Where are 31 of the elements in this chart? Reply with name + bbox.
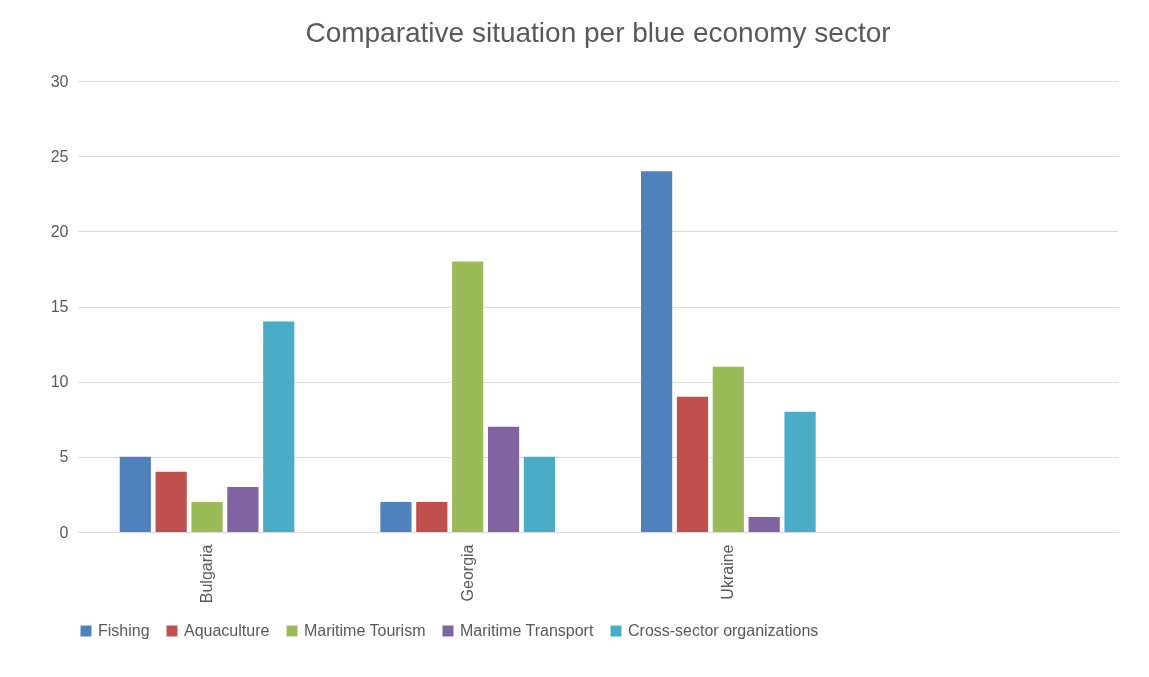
y-tick-label: 10 — [50, 373, 69, 391]
legend-label: Maritime Transport — [460, 622, 594, 639]
bar — [416, 501, 448, 532]
bar — [712, 366, 744, 532]
y-tick-label: 20 — [50, 222, 69, 240]
legend-label: Fishing — [98, 622, 150, 639]
bar — [452, 261, 484, 532]
bar — [227, 486, 259, 532]
y-tick-label: 25 — [50, 147, 69, 165]
y-tick-label: 15 — [50, 298, 69, 315]
legend-label: Maritime Tourism — [304, 622, 426, 639]
x-tick-label: Georgia — [458, 544, 476, 602]
y-tick-label: 0 — [59, 523, 69, 541]
bar — [380, 501, 412, 532]
y-tick-label: 30 — [50, 72, 69, 90]
bar — [784, 411, 816, 532]
chart-title: Comparative situation per blue economy sector — [305, 17, 891, 48]
legend-label: Aquaculture — [184, 622, 270, 639]
x-tick-label: Ukraine — [719, 544, 737, 600]
bar — [155, 471, 187, 532]
bar — [191, 501, 223, 532]
bar — [641, 171, 673, 532]
bar — [119, 456, 151, 532]
legend-label: Cross-sector organizations — [628, 622, 819, 639]
bar — [523, 456, 555, 532]
bar — [676, 396, 709, 532]
bar — [748, 516, 780, 532]
x-tick-label: Bulgaria — [198, 544, 216, 604]
bar — [263, 321, 295, 532]
y-tick-label: 5 — [59, 448, 69, 466]
bar — [487, 426, 520, 532]
